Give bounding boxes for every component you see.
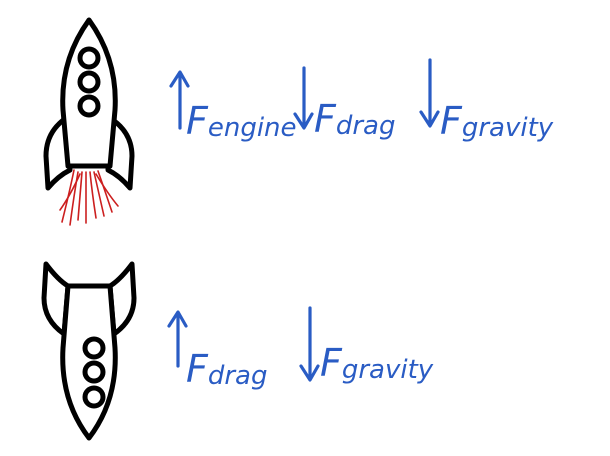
svg-text:Fgravity: Fgravity bbox=[320, 341, 434, 385]
lower-force-gravity: Fgravity bbox=[299, 306, 434, 385]
arrow-up-icon bbox=[167, 310, 188, 368]
arrow-down-icon bbox=[293, 66, 314, 130]
rocket-icon bbox=[41, 261, 137, 441]
rocket-window bbox=[77, 70, 101, 94]
force-subscript: gravity bbox=[462, 113, 554, 143]
upper-force-drag: Fdrag bbox=[293, 66, 396, 141]
arrow-down-icon bbox=[419, 58, 440, 128]
force-subscript: gravity bbox=[342, 355, 434, 385]
rocket-window bbox=[82, 385, 106, 409]
rocket-window bbox=[82, 360, 106, 384]
force-letter: F bbox=[186, 347, 209, 391]
force-subscript: drag bbox=[208, 361, 268, 391]
svg-text:Fdrag: Fdrag bbox=[186, 347, 268, 391]
lower-force-drag: Fdrag bbox=[167, 310, 268, 391]
upper-force-gravity: Fgravity bbox=[419, 58, 554, 143]
force-subscript: drag bbox=[336, 111, 396, 141]
force-letter: F bbox=[320, 341, 343, 385]
rocket-icon bbox=[43, 17, 135, 226]
arrow-down-icon bbox=[299, 306, 320, 382]
force-letter: F bbox=[186, 99, 209, 143]
svg-text:Fdrag: Fdrag bbox=[314, 97, 396, 141]
rocket-window bbox=[77, 46, 101, 70]
svg-text:Fgravity: Fgravity bbox=[440, 99, 554, 143]
upper-force-engine: Fengine bbox=[169, 70, 297, 143]
arrow-up-icon bbox=[169, 70, 190, 130]
svg-text:Fengine: Fengine bbox=[186, 99, 297, 143]
rocket-window bbox=[77, 94, 101, 118]
rocket-window bbox=[82, 336, 106, 360]
force-letter: F bbox=[440, 99, 463, 143]
rocket-flame bbox=[59, 169, 119, 226]
force-letter: F bbox=[314, 97, 337, 141]
force-subscript: engine bbox=[208, 113, 297, 143]
